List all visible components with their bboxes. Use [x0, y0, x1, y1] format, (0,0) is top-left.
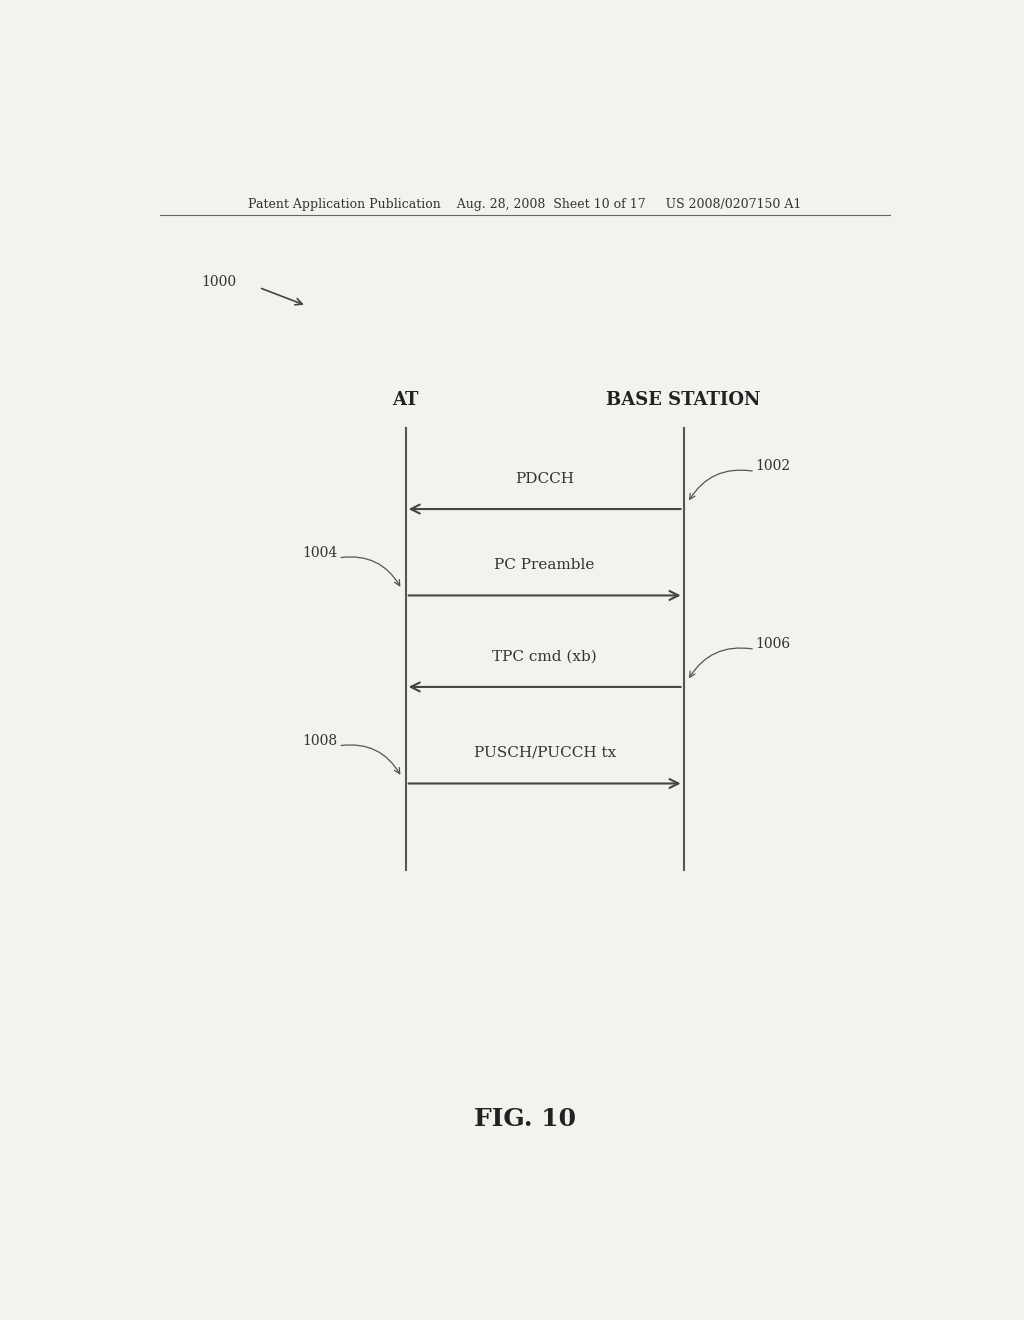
- Text: PC Preamble: PC Preamble: [495, 558, 595, 572]
- Text: AT: AT: [392, 391, 419, 409]
- Text: 1008: 1008: [303, 734, 338, 748]
- Text: Patent Application Publication    Aug. 28, 2008  Sheet 10 of 17     US 2008/0207: Patent Application Publication Aug. 28, …: [248, 198, 802, 211]
- Text: PDCCH: PDCCH: [515, 471, 574, 486]
- Text: BASE STATION: BASE STATION: [606, 391, 761, 409]
- Text: 1006: 1006: [755, 638, 791, 651]
- Text: PUSCH/PUCCH tx: PUSCH/PUCCH tx: [473, 746, 615, 760]
- Text: 1002: 1002: [755, 459, 791, 474]
- Text: 1004: 1004: [303, 545, 338, 560]
- Text: 1000: 1000: [202, 276, 237, 289]
- Text: FIG. 10: FIG. 10: [474, 1107, 575, 1131]
- Text: TPC cmd (xb): TPC cmd (xb): [493, 649, 597, 664]
